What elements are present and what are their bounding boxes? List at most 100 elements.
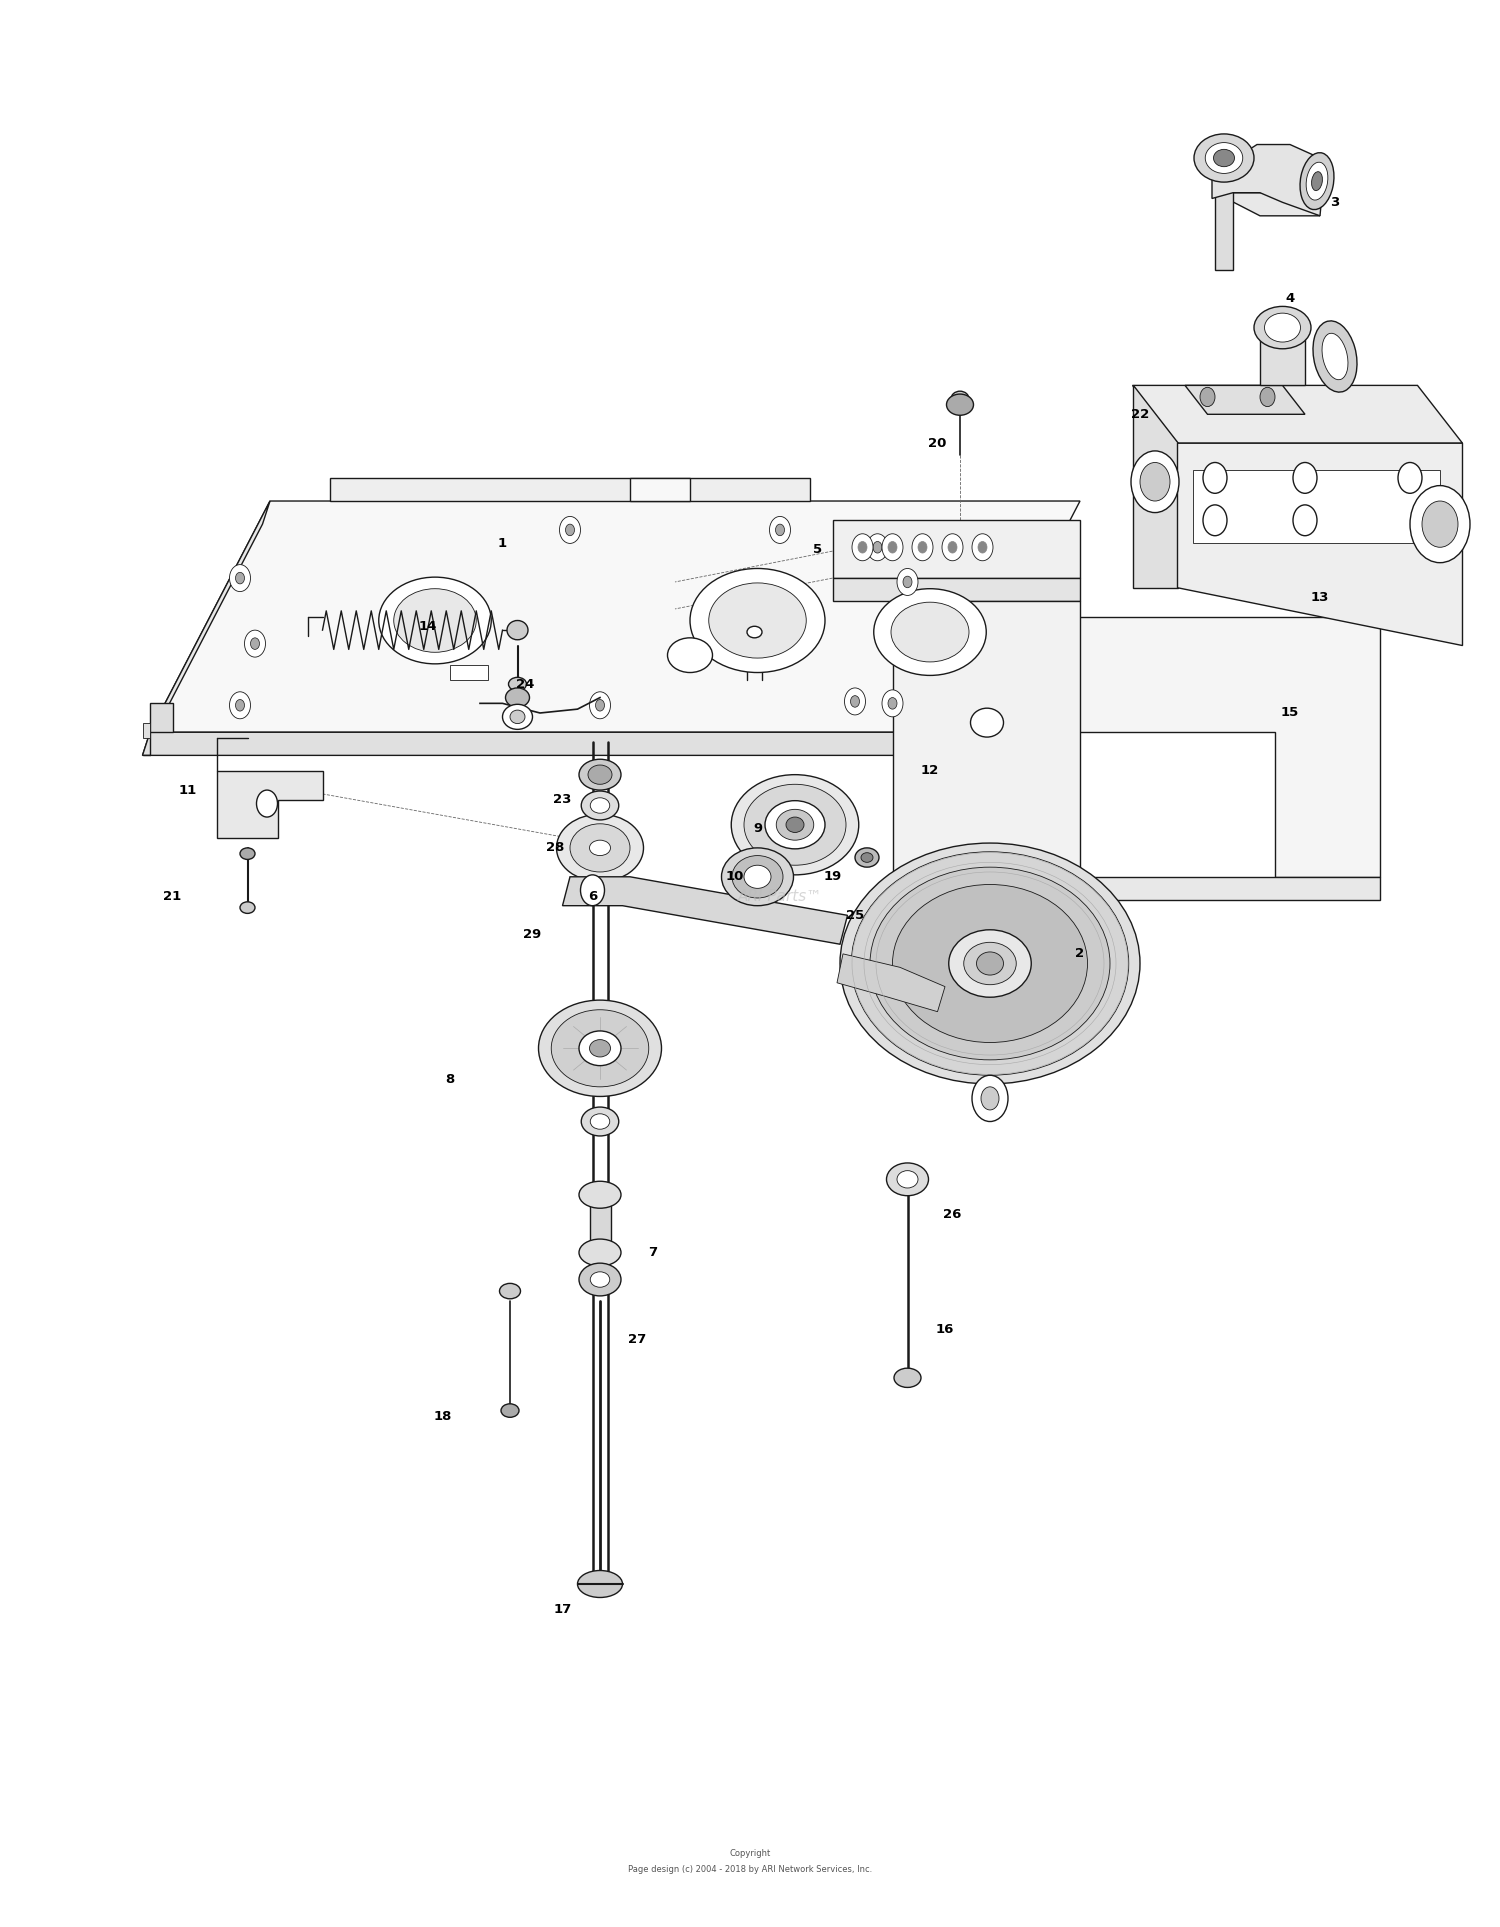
Ellipse shape <box>588 765 612 784</box>
Ellipse shape <box>590 840 610 856</box>
Ellipse shape <box>590 1041 610 1056</box>
Text: 18: 18 <box>433 1411 451 1422</box>
Ellipse shape <box>509 678 526 692</box>
Circle shape <box>236 572 244 584</box>
Polygon shape <box>900 877 1380 900</box>
Circle shape <box>1203 462 1227 493</box>
Text: 25: 25 <box>846 910 864 921</box>
Circle shape <box>978 541 987 553</box>
Ellipse shape <box>582 790 618 821</box>
Polygon shape <box>150 501 1080 732</box>
Circle shape <box>844 688 865 715</box>
Polygon shape <box>837 954 945 1012</box>
Ellipse shape <box>708 582 807 657</box>
Text: 3: 3 <box>1330 197 1340 208</box>
Ellipse shape <box>579 1239 621 1266</box>
Ellipse shape <box>578 1571 622 1597</box>
Text: 9: 9 <box>753 823 762 834</box>
Ellipse shape <box>852 852 1128 1075</box>
Circle shape <box>1293 505 1317 536</box>
Text: 13: 13 <box>1311 592 1329 603</box>
Polygon shape <box>562 877 848 944</box>
Circle shape <box>230 692 251 719</box>
Polygon shape <box>142 732 960 755</box>
Text: 16: 16 <box>936 1324 954 1335</box>
Ellipse shape <box>500 1283 520 1299</box>
Polygon shape <box>590 1195 610 1253</box>
Ellipse shape <box>1312 322 1358 391</box>
Text: 27: 27 <box>628 1333 646 1345</box>
Text: 19: 19 <box>824 871 842 883</box>
Text: 10: 10 <box>726 871 744 883</box>
Circle shape <box>1131 451 1179 513</box>
Circle shape <box>236 700 244 711</box>
Ellipse shape <box>590 1114 609 1129</box>
Circle shape <box>948 541 957 553</box>
Ellipse shape <box>579 1264 621 1295</box>
Text: 12: 12 <box>921 765 939 777</box>
Ellipse shape <box>507 620 528 640</box>
Polygon shape <box>1215 164 1233 270</box>
Polygon shape <box>217 771 322 838</box>
Circle shape <box>873 541 882 553</box>
Ellipse shape <box>1206 143 1242 173</box>
Circle shape <box>903 576 912 588</box>
Text: ARI Parts™: ARI Parts™ <box>738 888 822 904</box>
Circle shape <box>1140 462 1170 501</box>
Polygon shape <box>630 478 690 501</box>
Ellipse shape <box>948 931 1032 998</box>
Ellipse shape <box>765 800 825 850</box>
Text: 17: 17 <box>554 1603 572 1615</box>
Circle shape <box>882 690 903 717</box>
Text: 2: 2 <box>1076 948 1084 960</box>
Ellipse shape <box>538 1000 662 1096</box>
Ellipse shape <box>963 942 1017 985</box>
Circle shape <box>776 524 784 536</box>
Text: 7: 7 <box>648 1247 657 1258</box>
Ellipse shape <box>891 601 969 661</box>
Circle shape <box>590 692 610 719</box>
Polygon shape <box>1185 385 1305 414</box>
Circle shape <box>918 541 927 553</box>
Ellipse shape <box>1311 172 1323 191</box>
Polygon shape <box>1132 385 1178 588</box>
Circle shape <box>888 541 897 553</box>
Ellipse shape <box>501 1403 519 1418</box>
Ellipse shape <box>1194 133 1254 183</box>
Ellipse shape <box>556 813 644 883</box>
Ellipse shape <box>579 1031 621 1066</box>
Text: 21: 21 <box>164 890 182 902</box>
Polygon shape <box>330 478 810 501</box>
Ellipse shape <box>970 707 1004 738</box>
Polygon shape <box>833 578 1080 601</box>
Ellipse shape <box>747 626 762 638</box>
Bar <box>450 665 488 680</box>
Ellipse shape <box>590 798 609 813</box>
Ellipse shape <box>732 775 858 875</box>
Ellipse shape <box>1254 306 1311 349</box>
Circle shape <box>888 698 897 709</box>
Circle shape <box>244 630 266 657</box>
Text: 22: 22 <box>1131 409 1149 420</box>
Ellipse shape <box>732 856 783 898</box>
Ellipse shape <box>503 705 532 730</box>
Text: 26: 26 <box>944 1208 962 1220</box>
Ellipse shape <box>873 588 987 674</box>
Circle shape <box>1203 505 1227 536</box>
Ellipse shape <box>570 823 630 871</box>
Ellipse shape <box>240 902 255 913</box>
Polygon shape <box>1132 385 1462 443</box>
Polygon shape <box>892 601 1080 877</box>
Circle shape <box>852 534 873 561</box>
Circle shape <box>560 516 580 543</box>
Polygon shape <box>833 520 1080 578</box>
Ellipse shape <box>579 1181 621 1208</box>
Circle shape <box>850 696 859 707</box>
Circle shape <box>770 516 790 543</box>
Polygon shape <box>150 703 172 732</box>
Circle shape <box>1260 387 1275 407</box>
Polygon shape <box>142 501 270 755</box>
Text: 15: 15 <box>1281 707 1299 719</box>
Ellipse shape <box>892 884 1088 1043</box>
Circle shape <box>981 1087 999 1110</box>
